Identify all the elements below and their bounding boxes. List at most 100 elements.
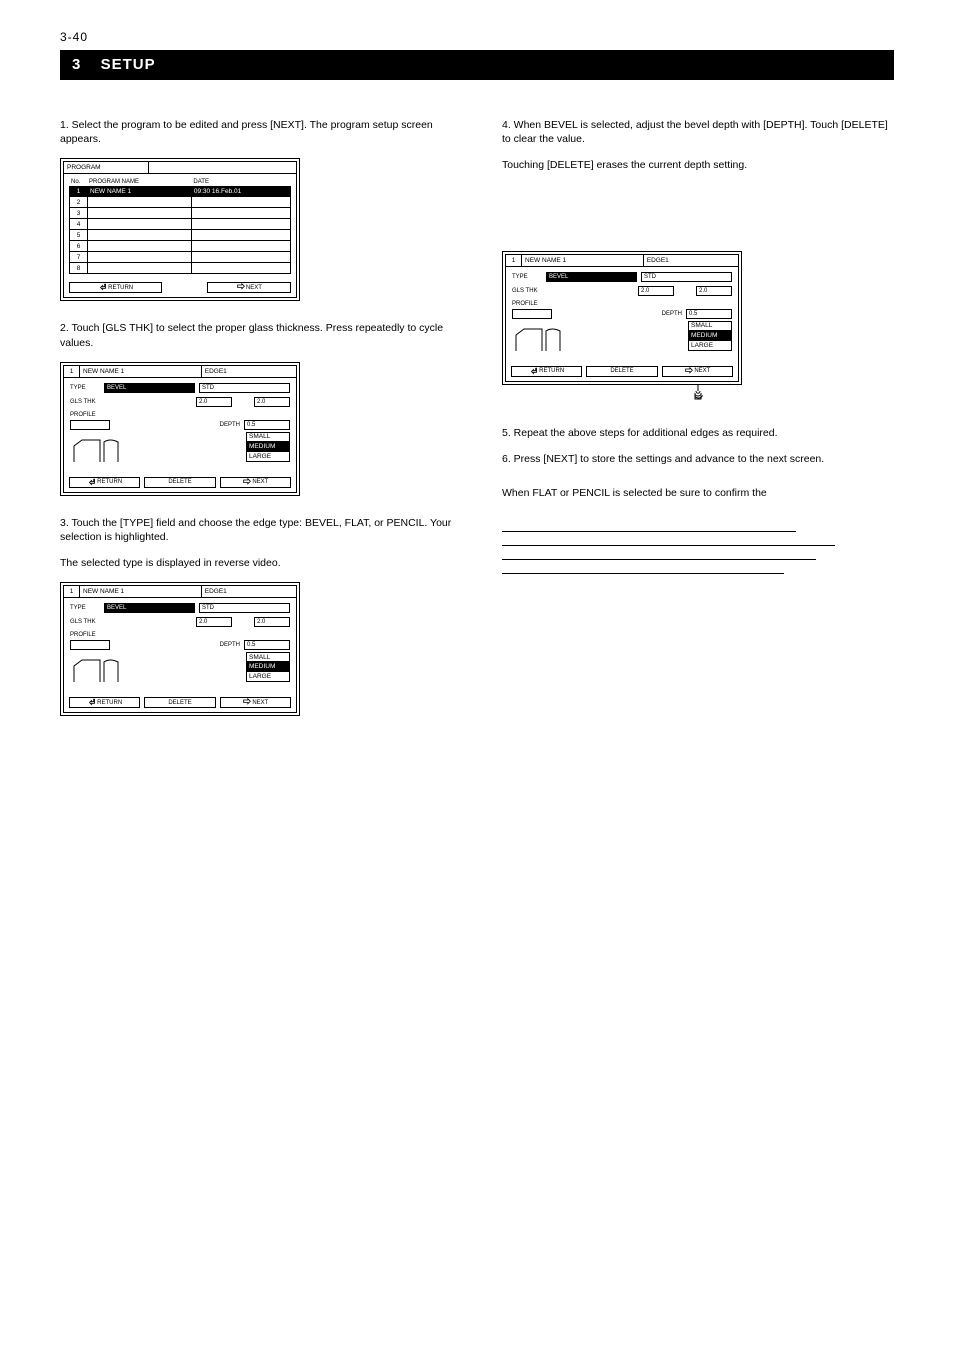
type-value-right[interactable]: STD xyxy=(199,603,290,613)
form-next-button[interactable]: NEXT xyxy=(662,366,733,377)
program-row-name: NEW NAME 1 xyxy=(87,186,191,197)
type-label: TYPE xyxy=(70,605,104,611)
size-option[interactable]: LARGE xyxy=(246,452,290,462)
program-row[interactable]: 6 xyxy=(69,241,291,252)
screen1-return-button[interactable]: RETURN xyxy=(69,282,162,293)
program-row-name xyxy=(87,263,191,274)
form-delete-button[interactable]: DELETE xyxy=(586,366,657,377)
screen-unit: 1 xyxy=(64,586,80,597)
screen-mode: EDGE1 xyxy=(202,366,296,377)
program-row-name xyxy=(87,219,191,230)
program-row[interactable]: 3 xyxy=(69,208,291,219)
screen-edit-1: 1NEW NAME 1EDGE1TYPEBEVELSTDGLS THK2.02.… xyxy=(60,362,300,496)
right-column: 4. When BEVEL is selected, adjust the be… xyxy=(502,110,894,720)
type-label: TYPE xyxy=(70,385,104,391)
profile-label: PROFILE xyxy=(70,412,290,418)
size-option[interactable]: SMALL xyxy=(688,321,732,331)
return-icon xyxy=(98,283,108,292)
form-next-button[interactable]: NEXT xyxy=(220,697,291,708)
gls-label: GLS THK xyxy=(512,288,632,294)
gls-val-2[interactable]: 2.0 xyxy=(254,397,290,407)
left-column: 1. Select the program to be edited and p… xyxy=(60,110,452,720)
profile-label: PROFILE xyxy=(512,301,732,307)
program-row-num: 8 xyxy=(69,263,87,274)
program-row[interactable]: 7 xyxy=(69,252,291,263)
program-row-name xyxy=(87,208,191,219)
program-row[interactable]: 5 xyxy=(69,230,291,241)
form-delete-button[interactable]: DELETE xyxy=(144,697,215,708)
step-1-text: 1. Select the program to be edited and p… xyxy=(60,118,452,146)
plist-head-num: No. xyxy=(69,179,87,185)
size-option[interactable]: MEDIUM xyxy=(246,662,290,672)
size-option[interactable]: MEDIUM xyxy=(246,442,290,452)
program-row[interactable]: 8 xyxy=(69,263,291,274)
program-row[interactable]: 2 xyxy=(69,197,291,208)
depth-value[interactable]: 0.5 xyxy=(244,640,290,650)
depth-label: DEPTH xyxy=(216,642,240,648)
pointer-hand-icon xyxy=(502,383,894,406)
program-row-date xyxy=(191,263,291,274)
page-header: 3-40 3 SETUP xyxy=(0,0,954,80)
gls-val-2[interactable]: 2.0 xyxy=(696,286,732,296)
program-row-name xyxy=(87,241,191,252)
type-value-right[interactable]: STD xyxy=(641,272,732,282)
next-icon xyxy=(236,283,246,292)
depth-value[interactable]: 0.5 xyxy=(244,420,290,430)
program-row-date xyxy=(191,241,291,252)
profile-box xyxy=(70,640,110,650)
profile-diagram xyxy=(512,309,576,360)
program-row-date xyxy=(191,252,291,263)
gls-val-1[interactable]: 2.0 xyxy=(196,617,232,627)
program-row-num: 2 xyxy=(69,197,87,208)
screen-mode: EDGE1 xyxy=(644,255,738,266)
depth-label: DEPTH xyxy=(216,422,240,428)
form-return-button[interactable]: RETURN xyxy=(69,477,140,488)
screen-name: NEW NAME 1 xyxy=(80,366,202,377)
gls-label: GLS THK xyxy=(70,619,190,625)
form-next-label: NEXT xyxy=(252,479,268,485)
form-return-button[interactable]: RETURN xyxy=(511,366,582,377)
type-value-right[interactable]: STD xyxy=(199,383,290,393)
gls-val-2[interactable]: 2.0 xyxy=(254,617,290,627)
program-row-name xyxy=(87,197,191,208)
program-row[interactable]: 1NEW NAME 109:30 16.Feb.01 xyxy=(69,186,291,197)
safety-underlines xyxy=(502,518,894,574)
size-option[interactable]: MEDIUM xyxy=(688,331,732,341)
step-6-text: 6. Press [NEXT] to store the settings an… xyxy=(502,452,894,466)
form-delete-button[interactable]: DELETE xyxy=(144,477,215,488)
safety-blank-line xyxy=(502,532,835,546)
step-4-text: 4. When BEVEL is selected, adjust the be… xyxy=(502,118,894,146)
size-option[interactable]: LARGE xyxy=(246,672,290,682)
size-option[interactable]: SMALL xyxy=(246,652,290,662)
size-option[interactable]: LARGE xyxy=(688,341,732,351)
gls-val-1[interactable]: 2.0 xyxy=(196,397,232,407)
program-row-num: 5 xyxy=(69,230,87,241)
profile-diagram xyxy=(70,420,134,471)
profile-diagram xyxy=(70,640,134,691)
screen1-return-label: RETURN xyxy=(108,285,133,291)
size-option[interactable]: SMALL xyxy=(246,432,290,442)
program-row-num: 6 xyxy=(69,241,87,252)
program-row[interactable]: 4 xyxy=(69,219,291,230)
program-row-date xyxy=(191,197,291,208)
type-label: TYPE xyxy=(512,274,546,280)
step-2-text: 2. Touch [GLS THK] to select the proper … xyxy=(60,321,452,349)
form-return-button[interactable]: RETURN xyxy=(69,697,140,708)
type-value-left[interactable]: BEVEL xyxy=(104,603,195,613)
title-bar-prefix: 3 xyxy=(72,56,81,73)
form-next-button[interactable]: NEXT xyxy=(220,477,291,488)
type-value-left[interactable]: BEVEL xyxy=(546,272,637,282)
program-row-date xyxy=(191,219,291,230)
screen1-next-button[interactable]: NEXT xyxy=(207,282,291,293)
step-4-post: Touching [DELETE] erases the current dep… xyxy=(502,158,894,172)
screen-name: NEW NAME 1 xyxy=(522,255,644,266)
depth-value[interactable]: 0.5 xyxy=(686,309,732,319)
screen-unit: 1 xyxy=(506,255,522,266)
form-next-label: NEXT xyxy=(694,368,710,374)
gls-val-1[interactable]: 2.0 xyxy=(638,286,674,296)
profile-box xyxy=(70,420,110,430)
type-value-left[interactable]: BEVEL xyxy=(104,383,195,393)
screen1-next-label: NEXT xyxy=(246,285,262,291)
screen-program-list: PROGRAM No. PROGRAM NAME DATE 1NEW NAME … xyxy=(60,158,300,301)
safety-blank-line xyxy=(502,560,784,574)
